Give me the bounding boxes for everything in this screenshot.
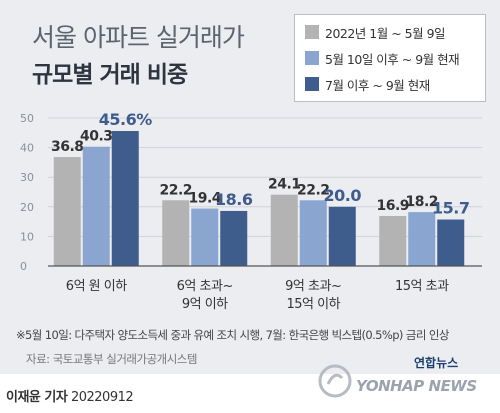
legend-swatch-series-2 [305,51,319,65]
data-label: 15.7 [432,199,469,218]
data-label: 19.4 [188,191,221,207]
category-label: 15억 이하 [286,297,340,312]
brand-korean: 연합뉴스 [414,356,459,370]
legend-swatch-series-3 [305,77,319,91]
legend: 2022년 1월 ~ 5월 9일 5월 10일 이후 ~ 9월 현재 7월 이후… [294,14,486,102]
chart-title-line1: 서울 아파트 실거래가 [32,23,245,52]
y-tick-label: 30 [20,171,34,184]
bar [82,146,110,266]
data-label: 36.8 [51,139,84,155]
y-tick-label: 0 [20,260,27,273]
legend-swatch-series-1 [305,25,319,39]
footnote: ※5월 10일: 다주택자 양도소득세 중과 유예 조치 시행, 7월: 한국은… [16,328,449,342]
category-label: 6억 원 이하 [66,279,127,294]
data-label: 18.6 [215,190,253,209]
data-label: 22.2 [159,182,192,198]
bar [220,210,248,266]
bar [328,206,356,266]
bar [191,208,219,266]
category-label: 6억 초과~ [177,279,233,294]
legend-item-series-2: 5월 10일 이후 ~ 9월 현재 [305,48,460,68]
credit-date: 20220912 [70,390,134,405]
bar [270,194,298,266]
data-label: 18.2 [405,194,438,210]
chart-title-line2: 규모별 거래 비중 [32,62,188,88]
data-label: 45.6% [99,110,152,129]
legend-label-series-3: 7월 이후 ~ 9월 현재 [325,77,430,93]
legend-item-series-3: 7월 이후 ~ 9월 현재 [305,74,430,94]
legend-label-series-1: 2022년 1월 ~ 5월 9일 [325,25,446,41]
data-label: 20.0 [324,186,362,205]
credit-name: 이재윤 기자 [6,390,68,405]
y-tick-label: 50 [20,112,34,125]
category-label: 9억 초과~ [285,279,341,294]
yonhap-logo-icon [318,364,352,398]
source-text: 자료: 국토교통부 실거래가공개시스템 [26,352,197,366]
data-label: 40.3 [80,129,113,145]
bar [408,212,436,266]
y-tick-label: 20 [20,201,34,214]
bar [162,200,190,266]
category-label: 9억 이하 [182,297,228,312]
data-label: 22.2 [297,182,330,198]
y-tick-label: 10 [20,230,34,243]
data-label: 16.9 [376,198,409,214]
data-label: 24.1 [268,177,301,193]
category-label: 15억 초과 [395,279,449,294]
bar [111,131,139,266]
y-tick-label: 40 [20,142,34,155]
legend-item-series-1: 2022년 1월 ~ 5월 9일 [305,22,446,42]
brand-english: YONHAP NEWS [356,377,477,395]
bar [379,215,407,266]
bar [53,157,81,266]
bar [299,200,327,266]
credit: 이재윤 기자 20220912 [6,386,134,405]
legend-label-series-2: 5월 10일 이후 ~ 9월 현재 [325,51,460,67]
bar [437,219,465,266]
